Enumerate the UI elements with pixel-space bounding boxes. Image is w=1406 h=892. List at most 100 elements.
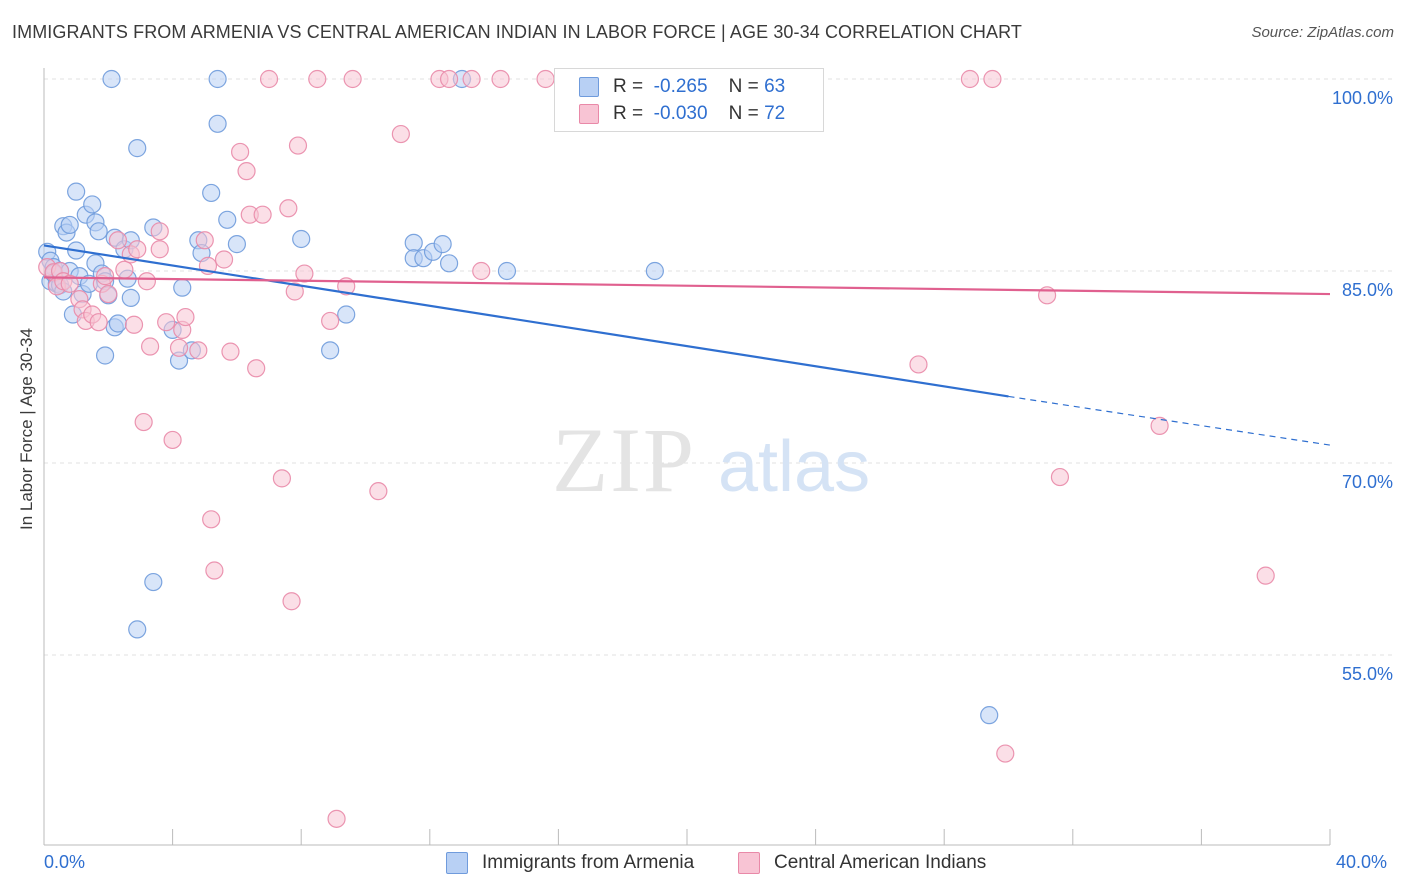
chart-source: Source: ZipAtlas.com — [1251, 24, 1394, 41]
point-armenia — [645, 261, 664, 281]
point-central-american — [205, 561, 224, 580]
point-central-american — [150, 240, 169, 259]
point-central-american — [321, 311, 340, 331]
r-value: -0.030 — [653, 103, 708, 124]
legend-item-central-american: Central American Indians — [738, 852, 986, 874]
point-central-american — [221, 342, 240, 361]
point-central-american — [1050, 467, 1070, 487]
point-central-american — [195, 231, 214, 250]
axes — [43, 68, 1331, 846]
point-central-american — [89, 313, 108, 332]
point-central-american — [369, 482, 388, 501]
trend-line-armenia-extension — [1008, 395, 1331, 446]
trend-lines — [43, 244, 1331, 446]
point-central-american — [308, 69, 327, 89]
y-axis-title: In Labor Force | Age 30-34 — [17, 328, 36, 530]
point-armenia — [128, 620, 147, 639]
point-central-american — [272, 469, 292, 488]
point-central-american — [983, 69, 1002, 89]
point-armenia — [337, 305, 356, 324]
point-armenia — [173, 278, 192, 297]
y-tick-labels: 55.0% 70.0% 85.0% 100.0% — [1332, 88, 1393, 684]
watermark-atlas: atlas — [718, 427, 870, 507]
point-armenia — [60, 215, 79, 235]
r-label: R = — [613, 103, 644, 124]
n-value: 72 — [764, 103, 786, 124]
y-tick-label: 70.0% — [1342, 472, 1393, 492]
point-armenia — [102, 69, 121, 89]
point-central-american — [231, 142, 250, 162]
point-armenia — [439, 254, 459, 273]
point-central-american — [259, 69, 279, 89]
point-central-american — [150, 222, 169, 241]
chart-title: IMMIGRANTS FROM ARMENIA VS CENTRAL AMERI… — [12, 22, 1023, 42]
legend-label: Immigrants from Armenia — [482, 852, 695, 873]
n-label: N = — [728, 76, 759, 97]
point-armenia — [292, 229, 311, 249]
point-central-american — [391, 124, 410, 144]
point-armenia — [404, 233, 423, 252]
point-central-american — [60, 274, 79, 293]
r-value: -0.265 — [653, 76, 708, 97]
point-armenia — [980, 706, 999, 725]
watermark-zip: ZIP — [552, 409, 696, 511]
point-armenia — [208, 114, 227, 133]
legend-swatch-blue — [579, 77, 599, 97]
point-armenia — [497, 261, 517, 281]
legend-label: Central American Indians — [774, 852, 987, 873]
point-central-american — [279, 199, 298, 218]
point-armenia — [89, 222, 108, 241]
point-central-american — [237, 162, 256, 181]
point-armenia — [128, 139, 147, 158]
point-armenia — [433, 235, 452, 254]
point-central-american — [1150, 416, 1169, 435]
point-central-american — [327, 809, 346, 828]
point-central-american — [295, 264, 314, 283]
n-value: 63 — [764, 76, 786, 97]
point-central-american — [202, 510, 221, 529]
point-central-american — [288, 136, 308, 155]
point-central-american — [169, 338, 189, 357]
point-armenia — [83, 195, 102, 214]
y-tick-label: 85.0% — [1342, 280, 1393, 300]
series-legend: Immigrants from Armenia Central American… — [0, 852, 1406, 878]
point-armenia — [144, 572, 163, 592]
trend-line-armenia — [43, 244, 1009, 398]
point-central-american — [960, 69, 980, 89]
legend-row-armenia: R = -0.265 N = 63 — [579, 75, 785, 99]
point-central-american — [108, 231, 128, 250]
point-armenia — [202, 183, 221, 203]
point-armenia — [67, 182, 86, 201]
point-central-american — [95, 267, 115, 286]
point-central-american — [439, 69, 459, 89]
point-armenia — [321, 341, 340, 360]
legend-swatch-pink — [579, 104, 599, 124]
point-central-american — [253, 205, 272, 224]
watermark: ZIP atlas — [552, 409, 870, 511]
point-central-american — [134, 412, 153, 432]
point-central-american — [157, 313, 176, 332]
point-central-american — [909, 355, 928, 374]
r-label: R = — [613, 76, 644, 97]
legend-row-central-american: R = -0.030 N = 72 — [579, 102, 785, 126]
legend-swatch-blue — [446, 852, 468, 874]
point-armenia — [121, 288, 140, 307]
point-central-american — [282, 592, 301, 611]
n-label: N = — [728, 103, 759, 124]
point-central-american — [124, 315, 144, 334]
point-armenia — [227, 235, 246, 254]
point-central-american — [1256, 566, 1275, 585]
y-tick-label: 55.0% — [1342, 664, 1393, 684]
legend-item-armenia: Immigrants from Armenia — [446, 852, 694, 874]
point-central-american — [472, 261, 491, 281]
point-armenia — [95, 346, 115, 365]
trend-line-central-american — [43, 276, 1331, 296]
point-armenia — [218, 210, 237, 229]
point-central-american — [536, 69, 555, 89]
point-central-american — [99, 284, 118, 304]
point-armenia — [108, 314, 128, 333]
point-central-american — [491, 69, 510, 89]
point-armenia — [208, 69, 227, 89]
point-central-american — [140, 337, 160, 356]
